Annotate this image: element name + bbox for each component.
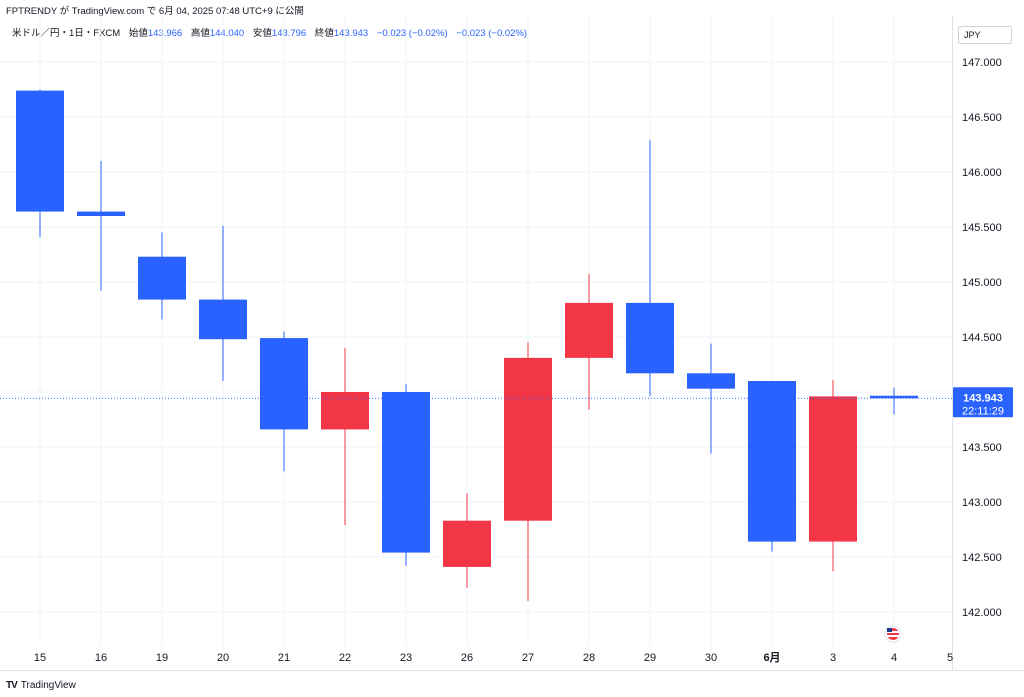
y-tick-label: 146.000: [962, 167, 1002, 179]
tradingview-logo-icon[interactable]: TV: [6, 679, 18, 691]
x-tick-label: 29: [644, 652, 656, 664]
ohlc-legend: 米ドル／円・1日・FXCM 始値143.966 高値144.040 安値143.…: [12, 25, 527, 39]
candle-body: [138, 256, 186, 300]
y-tick-label: 142.500: [962, 552, 1002, 564]
close-label: 終値: [314, 28, 334, 39]
change-value-2: −0.023 (−0.02%): [456, 28, 528, 39]
open-value: 143.966: [147, 28, 183, 39]
last-price-badge: [953, 387, 1013, 418]
candle: [565, 274, 613, 410]
x-tick-label: 30: [705, 652, 717, 664]
symbol-label[interactable]: 米ドル／円・1日・FXCM: [12, 28, 121, 39]
y-tick-label: 145.500: [962, 222, 1002, 234]
price-axis: 142.000142.500143.000143.500144.000144.5…: [962, 57, 1002, 619]
flag-stripe: [887, 635, 899, 637]
x-tick-label: 3: [830, 652, 836, 664]
low-value: 143.796: [271, 28, 307, 39]
us-event-flag-icon[interactable]: [884, 625, 902, 643]
candle: [504, 342, 552, 601]
y-tick-label: 147.000: [962, 57, 1002, 69]
candle: [199, 225, 247, 381]
candle: [870, 387, 918, 415]
y-tick-label: 144.500: [962, 332, 1002, 344]
x-tick-label: 15: [34, 652, 46, 664]
candle: [443, 493, 491, 588]
candle-body: [565, 302, 613, 358]
grid-lines: [0, 15, 1024, 671]
low-label: 安値: [252, 28, 272, 39]
candle-body: [443, 520, 491, 567]
flag-stripe: [887, 631, 899, 633]
x-tick-label: 19: [156, 652, 168, 664]
x-tick-label: 16: [95, 652, 107, 664]
currency-selector[interactable]: JPY: [958, 26, 1012, 44]
x-tick-label: 21: [278, 652, 290, 664]
candle-body: [870, 395, 918, 399]
last-price-value: 143.943: [963, 392, 1003, 404]
y-tick-label: 143.000: [962, 497, 1002, 509]
candle: [626, 140, 674, 397]
tradingview-brand[interactable]: TradingView: [20, 679, 76, 691]
y-tick-label: 143.500: [962, 442, 1002, 454]
candle: [16, 89, 64, 237]
high-value: 144.040: [209, 28, 245, 39]
candle-body: [321, 392, 369, 430]
x-tick-label: 4: [891, 652, 897, 664]
candle: [260, 331, 308, 472]
publish-header: FPTRENDY が TradingView.com で 6月 04, 2025…: [6, 6, 304, 17]
candle: [138, 232, 186, 320]
flag-canton: [887, 628, 892, 632]
candle: [809, 379, 857, 572]
candle-body: [504, 357, 552, 521]
candles: [16, 89, 918, 601]
x-tick-label: 26: [461, 652, 473, 664]
y-tick-label: 145.000: [962, 277, 1002, 289]
candle-body: [199, 299, 247, 340]
change-value: −0.023 (−0.02%): [376, 28, 448, 39]
candle-body: [748, 381, 796, 542]
candle: [382, 384, 430, 566]
open-label: 始値: [128, 28, 148, 39]
candle: [321, 348, 369, 526]
candle-body: [687, 373, 735, 389]
y-tick-label: 146.500: [962, 112, 1002, 124]
time-axis: 15 16 19 20 21 22 23 26 27 28 29 30 6月 3 4 5: [34, 651, 953, 664]
x-tick-label: 20: [217, 652, 229, 664]
y-tick-label: 142.000: [962, 607, 1002, 619]
candle: [748, 381, 796, 552]
close-value: 143.943: [333, 28, 369, 39]
x-tick-label: 22: [339, 652, 351, 664]
footer: TV TradingView: [6, 677, 76, 693]
x-tick-label: 6月: [763, 651, 780, 664]
countdown-value: 22:11:29: [962, 405, 1004, 417]
candle-body: [809, 396, 857, 542]
x-tick-label: 27: [522, 652, 534, 664]
candle: [77, 161, 125, 291]
x-tick-label: 28: [583, 652, 595, 664]
candle-body: [260, 338, 308, 430]
x-tick-label: 5: [947, 652, 953, 664]
candle-body: [16, 90, 64, 212]
x-tick-label: 23: [400, 652, 412, 664]
candle-body: [626, 302, 674, 374]
candle-body: [77, 211, 125, 216]
candle-body: [382, 392, 430, 553]
high-label: 高値: [190, 28, 210, 39]
